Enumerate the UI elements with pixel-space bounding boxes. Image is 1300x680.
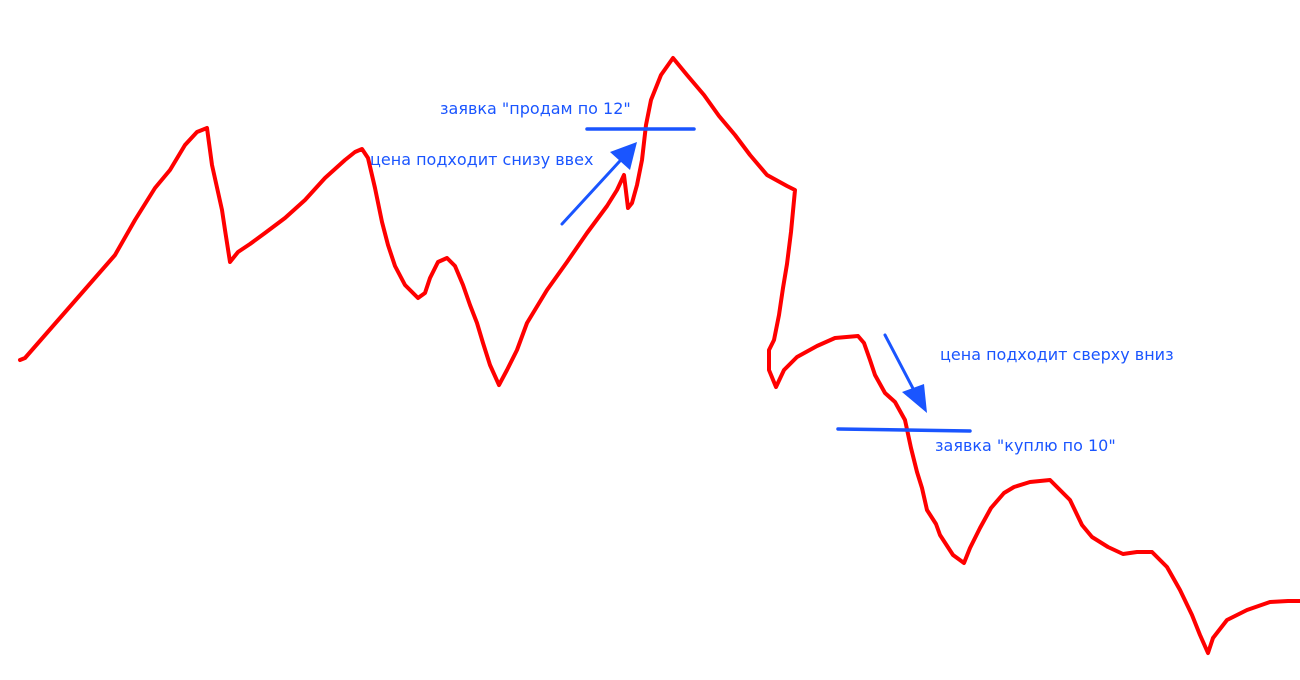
sell-order-label: заявка "продам по 12" — [440, 99, 631, 118]
price-up-label: цена подходит снизу ввех — [370, 150, 594, 169]
price-line — [18, 56, 1300, 655]
arrow-up-icon — [560, 142, 637, 226]
buy-order-label: заявка "куплю по 10" — [935, 436, 1116, 455]
buy-order-level-line — [836, 427, 972, 433]
arrow-down-icon — [883, 333, 927, 413]
price-down-label: цена подходит сверху вниз — [940, 345, 1174, 364]
